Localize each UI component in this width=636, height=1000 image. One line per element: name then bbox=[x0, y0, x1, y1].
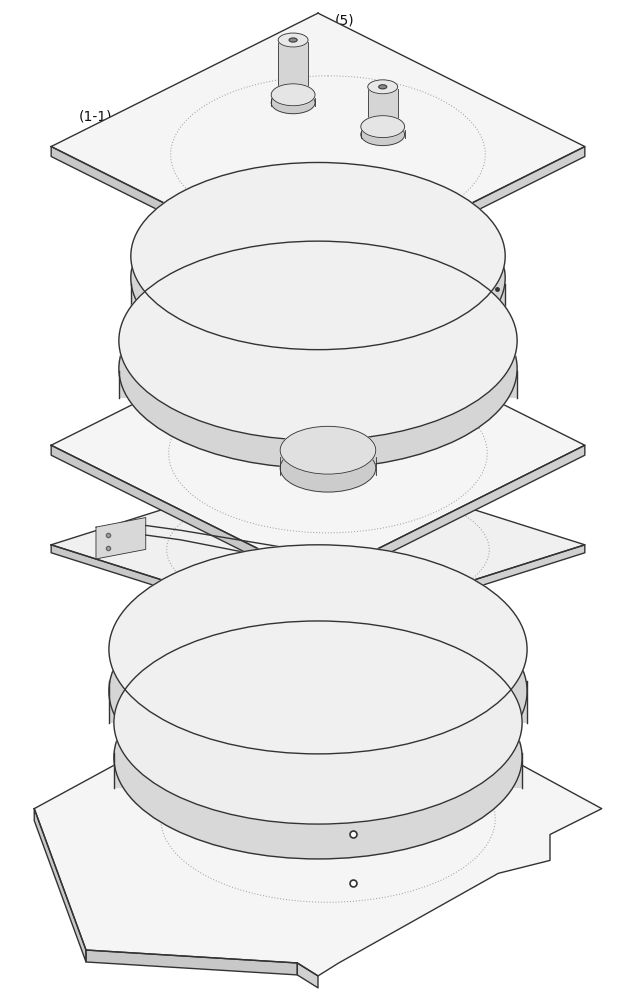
Polygon shape bbox=[119, 371, 517, 398]
Ellipse shape bbox=[368, 120, 398, 134]
Ellipse shape bbox=[361, 116, 404, 138]
Text: (1-2): (1-2) bbox=[73, 433, 193, 450]
Polygon shape bbox=[318, 545, 585, 637]
Ellipse shape bbox=[271, 92, 315, 114]
Ellipse shape bbox=[131, 162, 505, 350]
Polygon shape bbox=[297, 963, 318, 988]
Polygon shape bbox=[368, 89, 398, 129]
Polygon shape bbox=[318, 445, 585, 589]
Ellipse shape bbox=[378, 124, 388, 129]
Polygon shape bbox=[271, 98, 315, 106]
Ellipse shape bbox=[368, 80, 398, 94]
Polygon shape bbox=[51, 460, 585, 629]
Ellipse shape bbox=[119, 241, 517, 440]
Ellipse shape bbox=[114, 656, 522, 859]
Text: (3-1): (3-1) bbox=[432, 538, 526, 557]
Polygon shape bbox=[109, 681, 527, 723]
Ellipse shape bbox=[361, 124, 404, 146]
Polygon shape bbox=[318, 147, 585, 290]
Polygon shape bbox=[114, 753, 522, 788]
Ellipse shape bbox=[280, 426, 376, 474]
Text: (2): (2) bbox=[186, 334, 263, 355]
Ellipse shape bbox=[278, 33, 308, 47]
Polygon shape bbox=[34, 654, 602, 976]
Ellipse shape bbox=[131, 184, 505, 372]
Ellipse shape bbox=[119, 269, 517, 468]
Text: (5): (5) bbox=[303, 13, 355, 41]
Ellipse shape bbox=[109, 587, 527, 796]
Polygon shape bbox=[361, 130, 404, 138]
Polygon shape bbox=[51, 545, 318, 637]
Ellipse shape bbox=[289, 38, 297, 42]
Polygon shape bbox=[278, 42, 308, 97]
Polygon shape bbox=[280, 457, 376, 475]
Polygon shape bbox=[51, 147, 318, 290]
Ellipse shape bbox=[278, 88, 308, 102]
Ellipse shape bbox=[288, 92, 298, 97]
Polygon shape bbox=[131, 284, 505, 306]
Ellipse shape bbox=[378, 85, 387, 89]
Ellipse shape bbox=[280, 444, 376, 492]
Polygon shape bbox=[51, 312, 585, 579]
Polygon shape bbox=[86, 950, 297, 975]
Text: (4): (4) bbox=[186, 637, 273, 670]
Polygon shape bbox=[51, 13, 585, 280]
Polygon shape bbox=[96, 518, 146, 559]
Ellipse shape bbox=[109, 545, 527, 754]
Polygon shape bbox=[34, 809, 86, 962]
Polygon shape bbox=[51, 445, 318, 589]
Text: (1-1): (1-1) bbox=[80, 110, 173, 146]
Ellipse shape bbox=[114, 621, 522, 824]
Ellipse shape bbox=[271, 84, 315, 106]
Text: (3-2): (3-2) bbox=[57, 817, 163, 836]
